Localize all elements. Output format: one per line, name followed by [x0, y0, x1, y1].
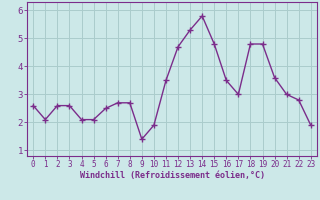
- X-axis label: Windchill (Refroidissement éolien,°C): Windchill (Refroidissement éolien,°C): [79, 171, 265, 180]
